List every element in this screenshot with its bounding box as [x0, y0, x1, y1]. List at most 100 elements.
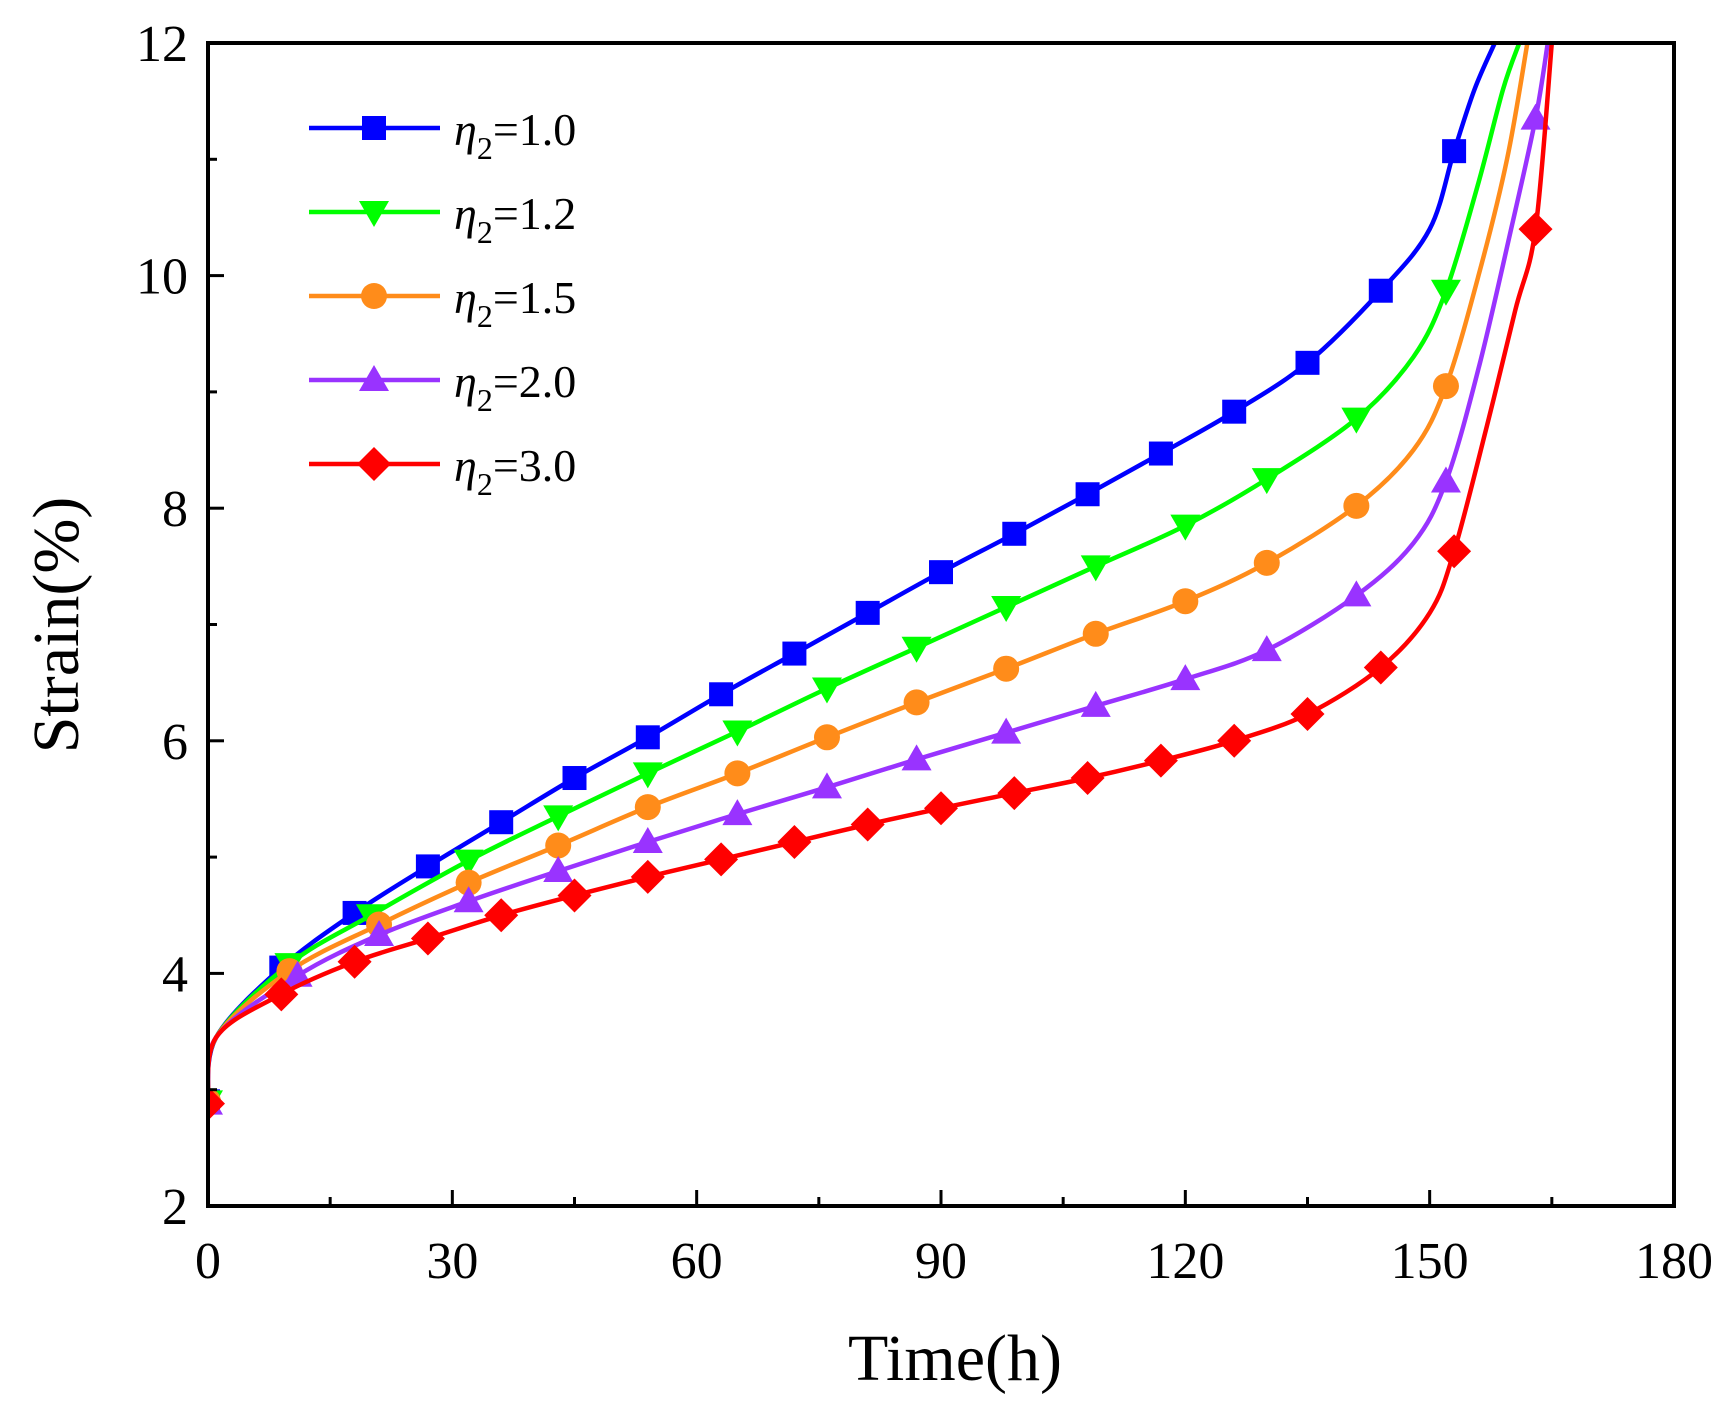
- x-tick-label: 0: [195, 1233, 221, 1290]
- series-line: [208, 43, 1530, 1102]
- data-point: [722, 799, 753, 826]
- legend-subscript: 2: [477, 130, 493, 166]
- data-point: [562, 766, 587, 791]
- x-tick-label: 90: [915, 1233, 967, 1290]
- series-4: [208, 43, 1551, 1115]
- legend-marker: [359, 201, 389, 227]
- data-point: [811, 677, 842, 704]
- y-axis-title: Strain(%): [20, 497, 93, 754]
- legend-label: η2=3.0: [454, 440, 576, 502]
- data-point: [1070, 761, 1105, 796]
- legend-label: η2=1.2: [454, 188, 576, 250]
- legend-symbol: η: [454, 188, 477, 239]
- data-point: [545, 832, 572, 859]
- data-point: [1251, 468, 1282, 495]
- data-point: [1217, 723, 1252, 758]
- x-tick-label: 150: [1391, 1233, 1469, 1290]
- data-point: [1222, 399, 1247, 424]
- x-tick-label: 30: [426, 1233, 478, 1290]
- series-3: [208, 43, 1530, 1115]
- data-point: [1170, 514, 1201, 541]
- data-point: [264, 977, 299, 1012]
- x-axis-title: Time(h): [848, 1322, 1062, 1395]
- data-point: [1290, 697, 1325, 732]
- legend-marker: [361, 283, 387, 309]
- data-point: [1343, 492, 1370, 519]
- plot-frame: [206, 41, 1676, 1208]
- x-tick-label: 180: [1635, 1233, 1713, 1290]
- data-point: [704, 842, 739, 877]
- data-point: [410, 921, 445, 956]
- data-point: [850, 807, 885, 842]
- legend-symbol: η: [454, 272, 477, 323]
- data-point: [1082, 620, 1109, 647]
- legend-item-5: η2=3.0: [309, 440, 576, 502]
- data-point: [813, 724, 840, 751]
- legend-symbol: η: [454, 440, 477, 491]
- y-tick-label: 12: [136, 16, 188, 73]
- data-point: [208, 1086, 225, 1121]
- legend-value: =2.0: [493, 356, 576, 407]
- data-point: [1080, 690, 1111, 717]
- data-point: [1430, 279, 1461, 306]
- data-point: [1172, 588, 1199, 615]
- data-point: [455, 869, 482, 896]
- data-point: [997, 776, 1032, 811]
- data-point: [1170, 664, 1201, 691]
- legend-subscript: 2: [477, 214, 493, 250]
- axes-group: 0 30 60 90 120 150 180 2 4 6 8 10 12: [136, 16, 1713, 1290]
- legend-label: η2=1.0: [454, 104, 576, 166]
- data-point: [1432, 373, 1459, 400]
- series-line: [208, 43, 1522, 1102]
- x-tick-label: 120: [1146, 1233, 1224, 1290]
- data-point: [1080, 555, 1111, 582]
- y-tick-label: 6: [162, 714, 188, 771]
- data-point: [1437, 534, 1472, 569]
- data-point: [811, 772, 842, 799]
- data-point: [929, 560, 953, 585]
- data-point: [722, 720, 753, 747]
- series-group: [208, 43, 1555, 1121]
- y-tick-label: 4: [162, 946, 188, 1003]
- data-point: [991, 717, 1022, 744]
- legend-item-1: η2=1.0: [309, 104, 576, 166]
- data-point: [635, 725, 660, 750]
- y-tick-label: 10: [136, 249, 188, 306]
- legend-item-3: η2=1.5: [309, 272, 576, 334]
- legend-subscript: 2: [477, 298, 493, 334]
- legend-subscript: 2: [477, 382, 493, 418]
- series-line: [208, 43, 1497, 1102]
- data-point: [1075, 482, 1100, 507]
- data-point: [337, 944, 372, 979]
- data-point: [632, 826, 663, 853]
- legend-label: η2=1.5: [454, 272, 576, 334]
- data-point: [724, 760, 751, 787]
- data-point: [557, 878, 592, 913]
- data-point: [901, 636, 932, 663]
- legend-value: =1.0: [493, 104, 576, 155]
- data-point: [1341, 580, 1372, 607]
- data-point: [630, 859, 665, 894]
- data-point: [1363, 650, 1398, 685]
- data-point: [924, 791, 958, 826]
- data-point: [364, 920, 395, 947]
- data-point: [903, 689, 930, 716]
- data-point: [1442, 139, 1467, 164]
- legend-marker: [357, 447, 391, 481]
- data-point: [634, 794, 661, 821]
- data-point: [777, 824, 812, 859]
- data-point: [1518, 212, 1553, 247]
- data-point: [632, 762, 663, 789]
- data-point: [1430, 466, 1461, 493]
- data-point: [415, 854, 440, 879]
- legend-subscript: 2: [477, 466, 493, 502]
- data-point: [1368, 278, 1393, 303]
- data-point: [1143, 743, 1178, 778]
- data-point: [1295, 350, 1320, 375]
- legend: η2=1.0η2=1.2η2=1.5η2=2.0η2=3.0: [309, 104, 576, 502]
- data-point: [484, 898, 519, 933]
- data-point: [453, 849, 484, 876]
- y-tick-label: 8: [162, 481, 188, 538]
- data-point: [1253, 549, 1280, 576]
